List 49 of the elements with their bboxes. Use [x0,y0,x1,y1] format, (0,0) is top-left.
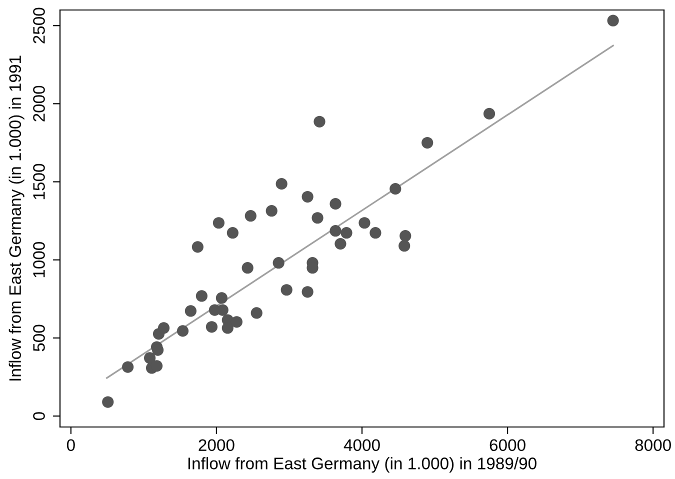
point [312,212,324,224]
point [607,14,619,26]
point [302,286,314,298]
x-tick-label: 0 [66,439,75,452]
point [242,262,254,274]
x-tick-label: 2000 [198,439,234,452]
point [230,316,242,328]
point [244,210,256,222]
y-tick-label: 0 [33,412,45,420]
point [276,178,288,190]
point [158,322,170,334]
point [212,217,225,229]
point [250,307,262,319]
point [340,227,352,239]
point [122,361,134,373]
y-tick-label: 2000 [33,86,45,122]
point [302,190,314,203]
y-tick-label: 1000 [33,242,45,278]
point [422,136,434,149]
y-axis-title: Inflow from East Germany (in 1.000) in 1991 [8,56,24,380]
point [272,257,284,269]
point [196,290,208,302]
y-tick-label: 2500 [33,8,45,44]
x-tick-label: 4000 [344,439,380,452]
y-tick-label: 1500 [33,164,45,200]
point [192,241,204,253]
x-tick-label: 6000 [490,439,526,452]
y-tick-label: 500 [33,324,45,352]
point [370,227,382,239]
point [400,230,412,242]
point [358,217,370,229]
x-tick-label: 8000 [635,439,671,452]
point [176,325,189,337]
point [483,108,496,120]
point [390,183,402,195]
point [216,292,228,304]
x-axis-title: Inflow from East Germany (in 1.000) in 1989/90 [188,457,536,473]
point [334,238,346,250]
point [102,396,114,408]
point [330,225,342,237]
point [266,205,278,217]
point [314,116,326,128]
point [184,305,197,317]
point [280,284,292,296]
point [144,352,156,364]
point [206,321,218,333]
point [226,227,238,239]
point [330,198,342,210]
point [398,240,410,252]
